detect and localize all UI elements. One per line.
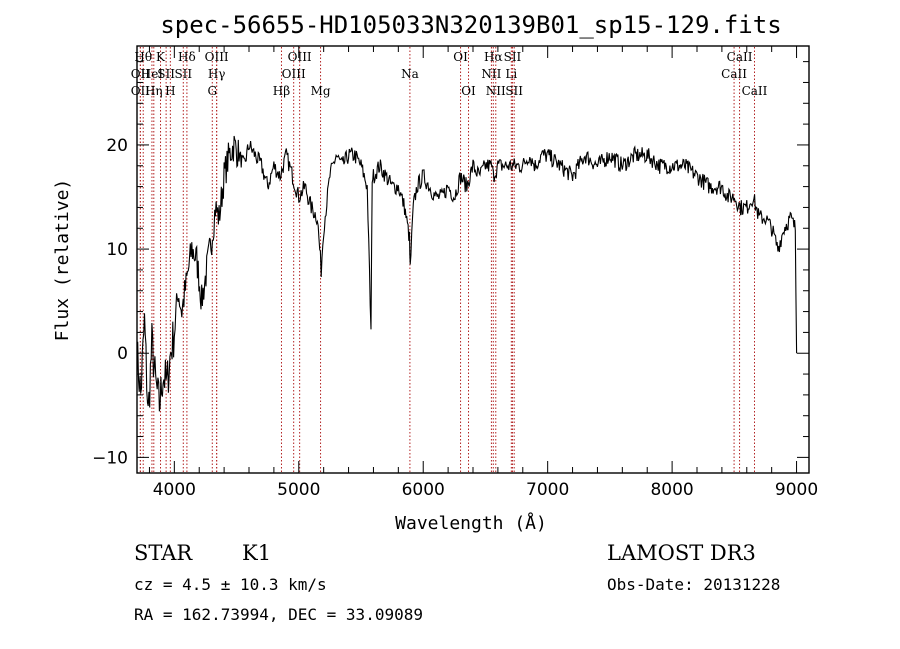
y-tick-label-0: 0	[117, 344, 128, 364]
line-marker-label-16: Mg	[311, 84, 331, 98]
line-marker-label-2: OII	[131, 84, 151, 98]
line-marker-label-9: SII	[174, 67, 192, 81]
line-marker-label-3: HeI	[141, 67, 164, 81]
line-marker-label-19: OI	[461, 84, 476, 98]
line-marker-label-17: Na	[401, 67, 419, 81]
line-marker-label-7: H	[165, 84, 175, 98]
line-marker-label-5: K	[156, 50, 166, 64]
line-marker-label-21: NII	[481, 67, 501, 81]
line-marker-label-28: CaII	[742, 84, 768, 98]
flux-series-line	[136, 135, 798, 412]
line-marker-label-22: NII	[486, 84, 506, 98]
line-marker-label-10: OIII	[205, 50, 229, 64]
line-marker-label-26: CaII	[727, 50, 753, 64]
chart-title: spec-56655-HD105033N320139B01_sp15-129.f…	[160, 11, 781, 39]
line-marker-label-24: Li	[505, 67, 517, 81]
observation-date: Obs-Date: 20131228	[607, 575, 780, 594]
line-marker-label-13: Hβ	[273, 84, 290, 98]
x-tick-label-4000: 4000	[153, 480, 196, 500]
line-marker-label-15: OIII	[282, 67, 306, 81]
line-marker-label-23: SII	[504, 50, 522, 64]
y-tick-label-10: 10	[106, 240, 128, 260]
line-marker-label-27: CaII	[721, 67, 747, 81]
y-axis-label: Flux (relative)	[52, 179, 73, 342]
x-tick-label-6000: 6000	[402, 480, 445, 500]
line-marker-label-6: SII	[157, 67, 175, 81]
survey-name: LAMOST DR3	[607, 541, 756, 565]
line-marker-label-1: OII	[131, 67, 151, 81]
line-marker-label-4: Hη	[145, 84, 163, 98]
y-tick-label-20: 20	[106, 136, 128, 156]
coordinates: RA = 162.73994, DEC = 33.09089	[134, 605, 423, 624]
object-subclass: K1	[242, 541, 271, 565]
line-marker-label-12: G	[207, 84, 217, 98]
y-tick-label--10: −10	[92, 448, 128, 468]
x-tick-label-5000: 5000	[277, 480, 320, 500]
plot-frame	[136, 45, 810, 474]
line-marker-label-0: Hθ	[134, 50, 152, 64]
x-tick-label-9000: 9000	[775, 480, 818, 500]
object-class: STAR	[134, 541, 193, 565]
line-marker-label-11: Hγ	[208, 67, 226, 81]
redshift-velocity: cz = 4.5 ± 10.3 km/s	[134, 575, 327, 594]
line-marker-label-25: SII	[505, 84, 523, 98]
x-axis-label: Wavelength (Å)	[395, 512, 547, 534]
line-marker-label-18: OI	[453, 50, 468, 64]
line-marker-label-14: OIII	[288, 50, 312, 64]
x-axis-ticks: 4000 5000 6000 7000 8000 9000	[148, 46, 818, 500]
x-tick-label-7000: 7000	[526, 480, 569, 500]
line-marker-label-20: Hα	[484, 50, 503, 64]
line-marker-label-8: Hδ	[178, 50, 196, 64]
x-tick-label-8000: 8000	[650, 480, 693, 500]
line-markers	[139, 47, 755, 472]
y-axis-ticks: −10 0 10 20	[92, 61, 809, 468]
